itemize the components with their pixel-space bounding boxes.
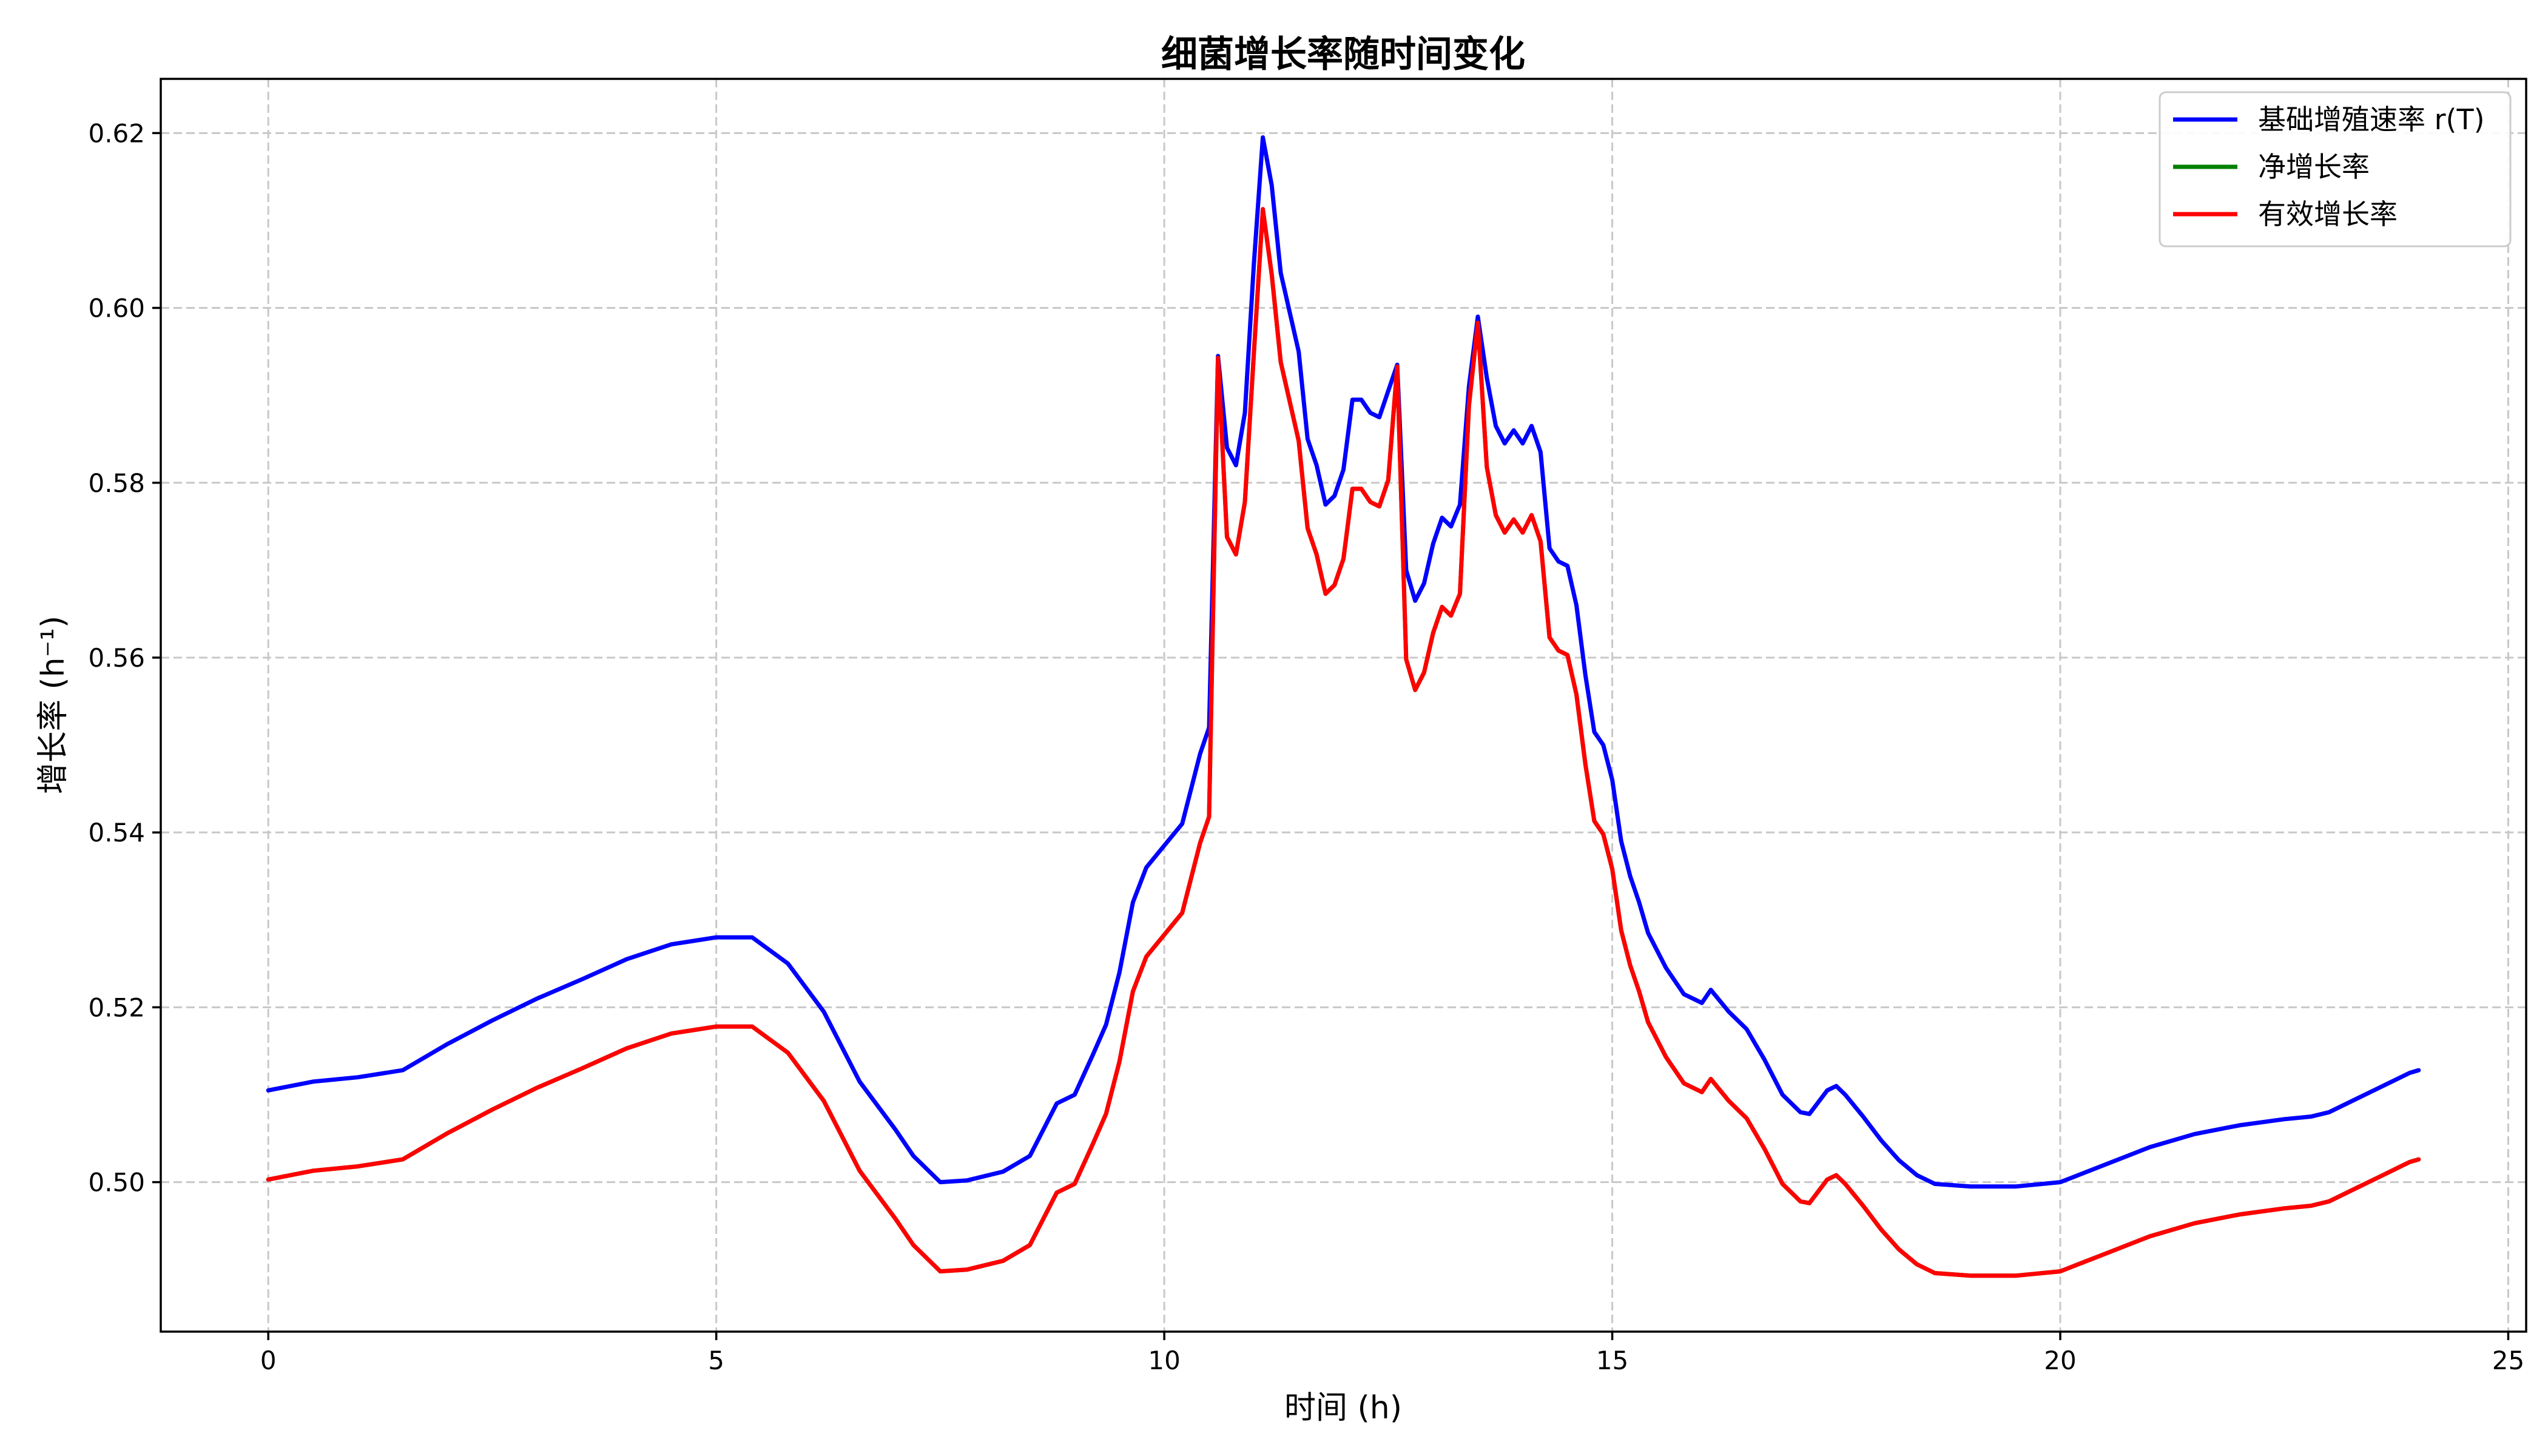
y-tick-label: 0.54 bbox=[88, 818, 145, 848]
x-tick-label: 25 bbox=[2492, 1346, 2524, 1375]
y-tick-label: 0.56 bbox=[88, 643, 145, 673]
x-axis-label: 时间 (h) bbox=[1284, 1390, 1402, 1426]
legend-label-1: 基础增殖速率 r(T) bbox=[2258, 103, 2485, 136]
x-tick-label: 15 bbox=[1596, 1346, 1628, 1375]
y-tick-label: 0.58 bbox=[88, 468, 145, 498]
series-line-2 bbox=[266, 207, 2421, 1278]
series-line-1 bbox=[266, 135, 2421, 1189]
y-tick-label: 0.50 bbox=[88, 1168, 145, 1198]
y-axis-label: 增长率 (h⁻¹) bbox=[35, 616, 72, 794]
y-tick-label: 0.62 bbox=[88, 118, 145, 148]
x-tick-label: 5 bbox=[708, 1346, 724, 1375]
legend-label-2: 净增长率 bbox=[2258, 150, 2370, 183]
legend-box bbox=[2159, 91, 2512, 248]
series-line-3 bbox=[266, 207, 2421, 1278]
x-tick-label: 0 bbox=[260, 1346, 277, 1375]
x-tick-label: 20 bbox=[2044, 1346, 2076, 1375]
y-tick-label: 0.60 bbox=[88, 294, 145, 323]
series-lines bbox=[266, 135, 2421, 1278]
chart-title: 细菌增长率随时间变化 bbox=[1161, 33, 1525, 76]
y-tick-label: 0.52 bbox=[88, 993, 145, 1022]
legend-label-3: 有效增长率 bbox=[2258, 198, 2398, 231]
plot-frame bbox=[160, 78, 2527, 1333]
x-tick-label: 10 bbox=[1148, 1346, 1180, 1375]
axis-ticks: 0 5 10 15 20 25 0.50 0.52 0.54 0.56 0.58 0.60 0.62 bbox=[88, 118, 2524, 1375]
grid bbox=[161, 79, 2526, 1332]
